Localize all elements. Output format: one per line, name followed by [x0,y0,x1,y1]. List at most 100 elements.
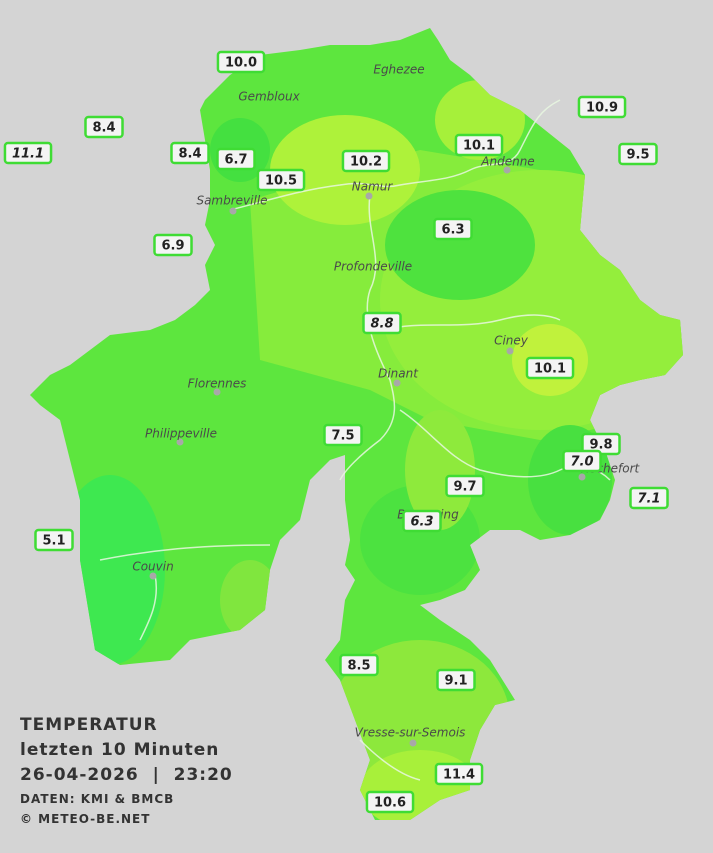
station: 10.1 [454,133,504,157]
town-dot [149,572,157,580]
station-box [256,168,306,192]
station-box [84,115,124,139]
station-value: 10.5 [265,174,297,189]
station-box [170,141,210,165]
station-value: 7.1 [637,492,660,507]
station: 9.7 [445,474,485,498]
station: 8.8 [362,311,402,335]
station-value: 8.4 [178,147,201,162]
town-name: Vresse-sur-Semois [355,726,466,740]
station: 6.3 [433,217,473,241]
station-box [365,790,415,814]
town-name: Namur [352,180,394,194]
town-dot [365,192,373,200]
station-box [3,141,53,165]
station-box [402,509,442,533]
towns: Eghezee Gembloux Andenne Namur Sambreville Pr… [132,63,641,747]
station-box [562,449,602,473]
town-name: Ciney [494,334,529,348]
station-value: 10.1 [534,362,566,377]
town-dot [393,379,401,387]
legend-period: letzten 10 Minuten [20,740,219,760]
station: 7.1 [629,486,669,510]
station-value: 10.0 [225,56,257,71]
town-name: Profondeville [334,260,412,274]
station-box [216,147,256,171]
legend-copyright: © METEO-BE.NET [20,812,150,826]
station-box [433,217,473,241]
station-box [454,133,504,157]
station: 5.1 [34,528,74,552]
station-box [153,233,193,257]
station: 8.4 [84,115,124,139]
station-box [577,95,627,119]
station-box [434,762,484,786]
station-value: 9.1 [444,674,467,689]
town-name: Philippeville [145,427,217,441]
station: 11.1 [3,141,53,165]
station: 9.5 [618,142,658,166]
town-dot [229,207,237,215]
town-name: Eghezee [373,63,424,77]
station-value: 11.4 [443,768,475,783]
town-dot [213,388,221,396]
station-value: 8.4 [92,121,115,136]
station-box [362,311,402,335]
station: 10.6 [365,790,415,814]
station: 6.7 [216,147,256,171]
station-value: 9.8 [589,438,612,453]
stations: 10.0 8.4 11.1 8.4 6.7 10.5 10.2 10.1 10.9 9.5 6.9 6… [3,50,669,814]
station: 8.5 [339,653,379,677]
station-value: 5.1 [42,534,65,549]
station: 8.4 [170,141,210,165]
station: 6.9 [153,233,193,257]
town-name: Dinant [378,367,419,381]
station-value: 8.5 [347,659,370,674]
town-dot [409,739,417,747]
town-dot [506,347,514,355]
station-box [339,653,379,677]
station: 9.1 [436,668,476,692]
station-value: 10.1 [463,139,495,154]
station: 10.5 [256,168,306,192]
station: 10.2 [341,149,391,173]
station: 7.5 [323,423,363,447]
station-value: 6.3 [441,223,464,238]
legend-datetime: 26-04-2026 | 23:20 [20,765,233,785]
station-value: 6.3 [410,515,433,530]
town-name: Andenne [480,155,534,169]
station-value: 10.9 [586,101,618,116]
station-box [323,423,363,447]
station-box [618,142,658,166]
station-value: 9.5 [626,148,649,163]
station-box [341,149,391,173]
town-name: Sambreville [196,194,267,208]
town-dot [176,438,184,446]
station: 10.9 [577,95,627,119]
station: 7.0 [562,449,602,473]
town-dot [503,166,511,174]
town-name: Gembloux [238,90,300,104]
station-box [216,50,266,74]
station-value: 8.8 [370,317,393,332]
station-value: 7.0 [570,455,593,470]
station: 11.4 [434,762,484,786]
legend-source: DATEN: KMI & BMCB [20,792,174,806]
town-name: Florennes [188,377,247,391]
station-value: 9.7 [453,480,476,495]
station-value: 11.1 [12,147,44,162]
station-value: 6.7 [224,153,247,168]
town-name: Couvin [132,560,173,574]
station-box [34,528,74,552]
legend: TEMPERATUR letzten 10 Minuten 26-04-2026… [20,715,233,826]
legend-title: TEMPERATUR [20,715,158,735]
station-box [436,668,476,692]
station-box [525,356,575,380]
station-box [629,486,669,510]
station-value: 10.6 [374,796,406,811]
station-value: 10.2 [350,155,382,170]
station: 6.3 [402,509,442,533]
station-value: 7.5 [331,429,354,444]
station-value: 6.9 [161,239,184,254]
